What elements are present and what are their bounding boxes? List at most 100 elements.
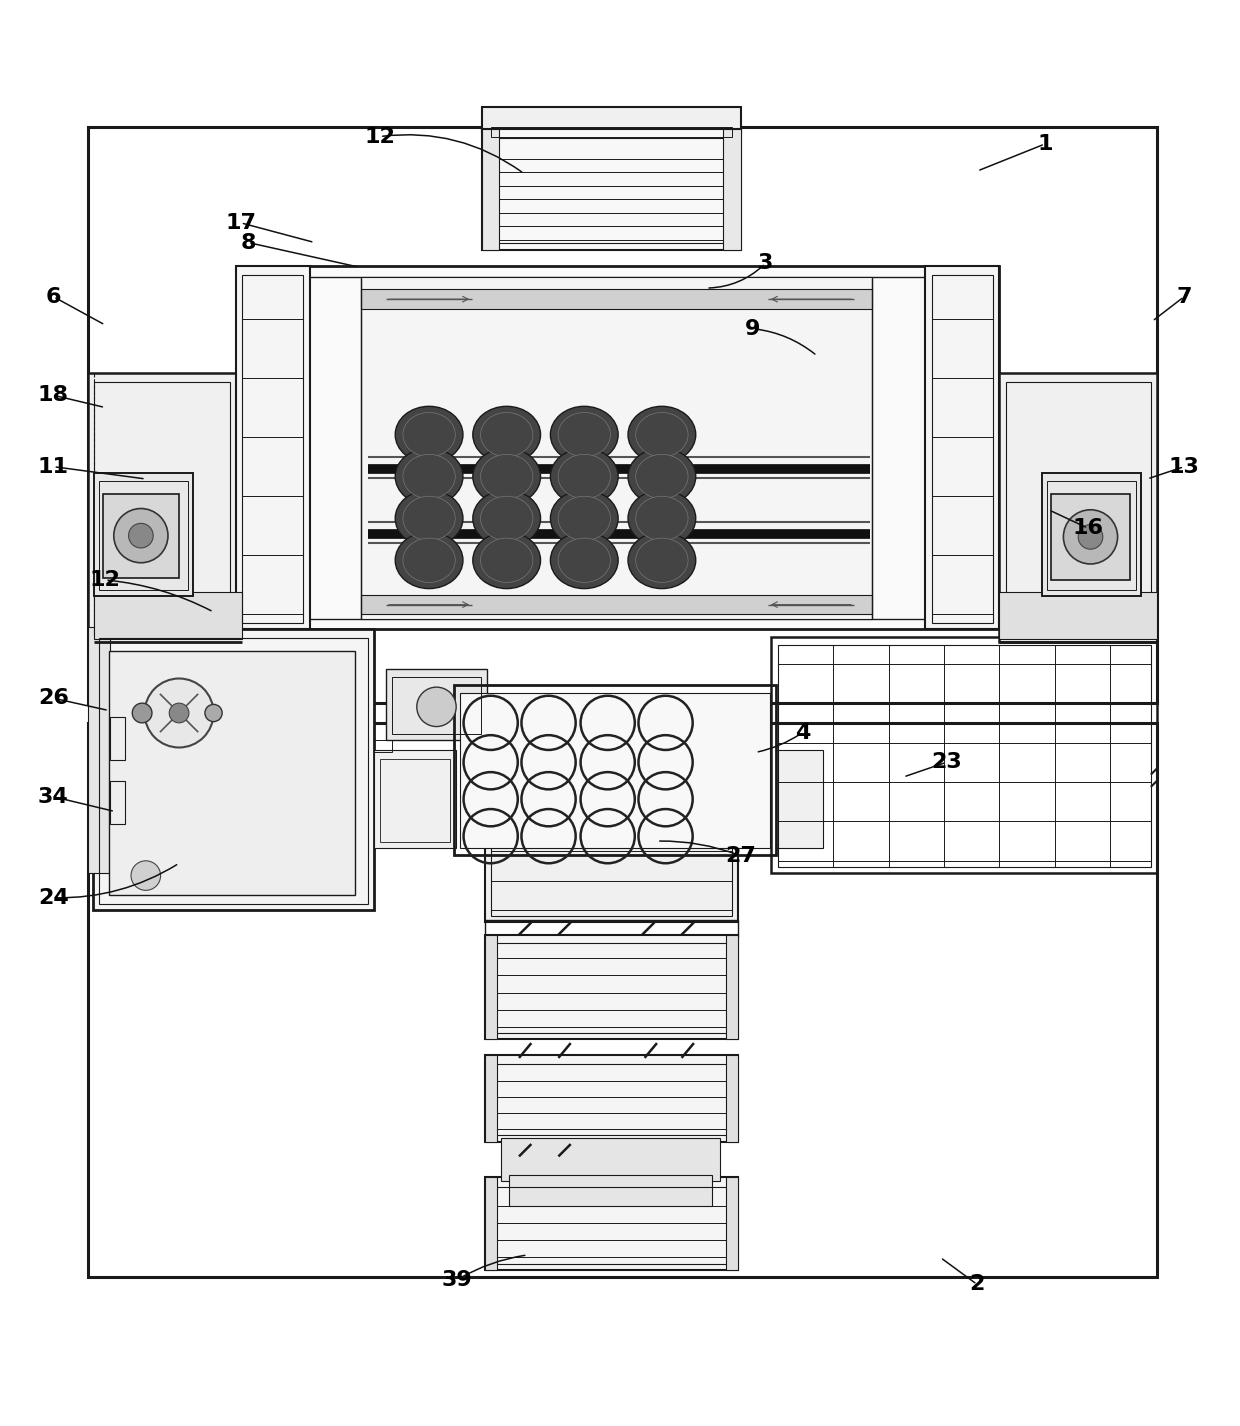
Ellipse shape	[551, 406, 619, 463]
Bar	[725, 934, 738, 1040]
Text: 34: 34	[38, 787, 68, 807]
Bar	[485, 700, 738, 707]
Ellipse shape	[558, 412, 610, 456]
Bar	[454, 684, 776, 854]
Bar	[236, 265, 999, 629]
Ellipse shape	[627, 406, 696, 463]
Text: 24: 24	[38, 888, 68, 908]
Bar	[379, 759, 450, 843]
Text: 3: 3	[758, 254, 773, 274]
Bar	[88, 127, 1157, 703]
Bar	[485, 1055, 497, 1142]
Bar	[723, 130, 740, 250]
Circle shape	[205, 704, 222, 722]
Bar	[999, 374, 1157, 642]
Bar	[361, 277, 873, 619]
Bar	[485, 720, 738, 753]
Bar	[361, 289, 873, 309]
Text: 11: 11	[38, 456, 69, 476]
Text: 26: 26	[38, 689, 69, 709]
Bar	[1048, 482, 1136, 590]
Bar	[485, 1178, 497, 1269]
Text: 1: 1	[1037, 134, 1053, 154]
Bar	[491, 127, 732, 137]
Bar	[94, 592, 242, 639]
Ellipse shape	[481, 496, 533, 540]
Bar	[501, 1138, 719, 1181]
Ellipse shape	[558, 538, 610, 582]
Ellipse shape	[627, 532, 696, 589]
Ellipse shape	[481, 455, 533, 499]
Bar	[771, 636, 1157, 873]
Circle shape	[1064, 509, 1117, 563]
Ellipse shape	[558, 496, 610, 540]
Bar	[373, 750, 456, 848]
Ellipse shape	[636, 496, 688, 540]
Bar	[109, 652, 355, 896]
Ellipse shape	[551, 448, 619, 505]
Bar	[485, 699, 738, 723]
Bar	[485, 934, 738, 1040]
Bar	[491, 702, 732, 719]
Bar	[94, 473, 192, 596]
Bar	[88, 723, 1157, 1278]
Bar	[485, 1055, 738, 1142]
Text: 7: 7	[1177, 287, 1192, 307]
Text: 2: 2	[970, 1275, 985, 1295]
Text: 4: 4	[795, 723, 810, 743]
Bar	[373, 740, 392, 753]
Circle shape	[133, 703, 153, 723]
Bar	[485, 920, 738, 937]
Bar	[491, 944, 732, 1034]
Circle shape	[145, 679, 213, 747]
Ellipse shape	[403, 412, 455, 456]
Ellipse shape	[403, 538, 455, 582]
Bar	[386, 669, 487, 740]
Bar	[361, 595, 873, 615]
Ellipse shape	[636, 412, 688, 456]
Bar	[246, 277, 990, 619]
Ellipse shape	[481, 538, 533, 582]
Bar	[492, 138, 730, 242]
Text: 12: 12	[365, 127, 396, 147]
Ellipse shape	[558, 455, 610, 499]
Bar	[482, 107, 740, 131]
Bar	[485, 740, 738, 764]
Ellipse shape	[472, 491, 541, 546]
Bar	[88, 374, 236, 642]
Bar	[925, 265, 999, 629]
Circle shape	[1079, 525, 1102, 549]
Ellipse shape	[403, 455, 455, 499]
Bar	[236, 265, 310, 629]
Bar	[491, 1188, 732, 1263]
Text: 13: 13	[1168, 456, 1199, 476]
Ellipse shape	[636, 455, 688, 499]
Text: 27: 27	[725, 846, 756, 866]
Bar	[485, 934, 497, 1040]
Bar	[485, 1178, 738, 1269]
Bar	[1052, 493, 1130, 580]
Bar	[99, 482, 187, 590]
Text: 17: 17	[226, 212, 257, 232]
Ellipse shape	[472, 532, 541, 589]
Bar	[931, 275, 993, 623]
Circle shape	[129, 523, 154, 548]
Bar	[110, 781, 125, 824]
Circle shape	[131, 861, 161, 890]
Circle shape	[169, 703, 188, 723]
Bar	[110, 717, 125, 760]
Bar	[725, 1178, 738, 1269]
Bar	[103, 493, 179, 578]
Ellipse shape	[472, 406, 541, 463]
Text: 6: 6	[46, 287, 61, 307]
Bar	[510, 1175, 712, 1205]
Bar	[777, 645, 1151, 867]
Bar	[242, 275, 304, 623]
Bar	[460, 693, 770, 848]
Bar	[491, 769, 732, 917]
Bar	[999, 592, 1157, 639]
Ellipse shape	[396, 532, 463, 589]
Ellipse shape	[396, 406, 463, 463]
Text: 18: 18	[38, 385, 69, 405]
Ellipse shape	[551, 532, 619, 589]
